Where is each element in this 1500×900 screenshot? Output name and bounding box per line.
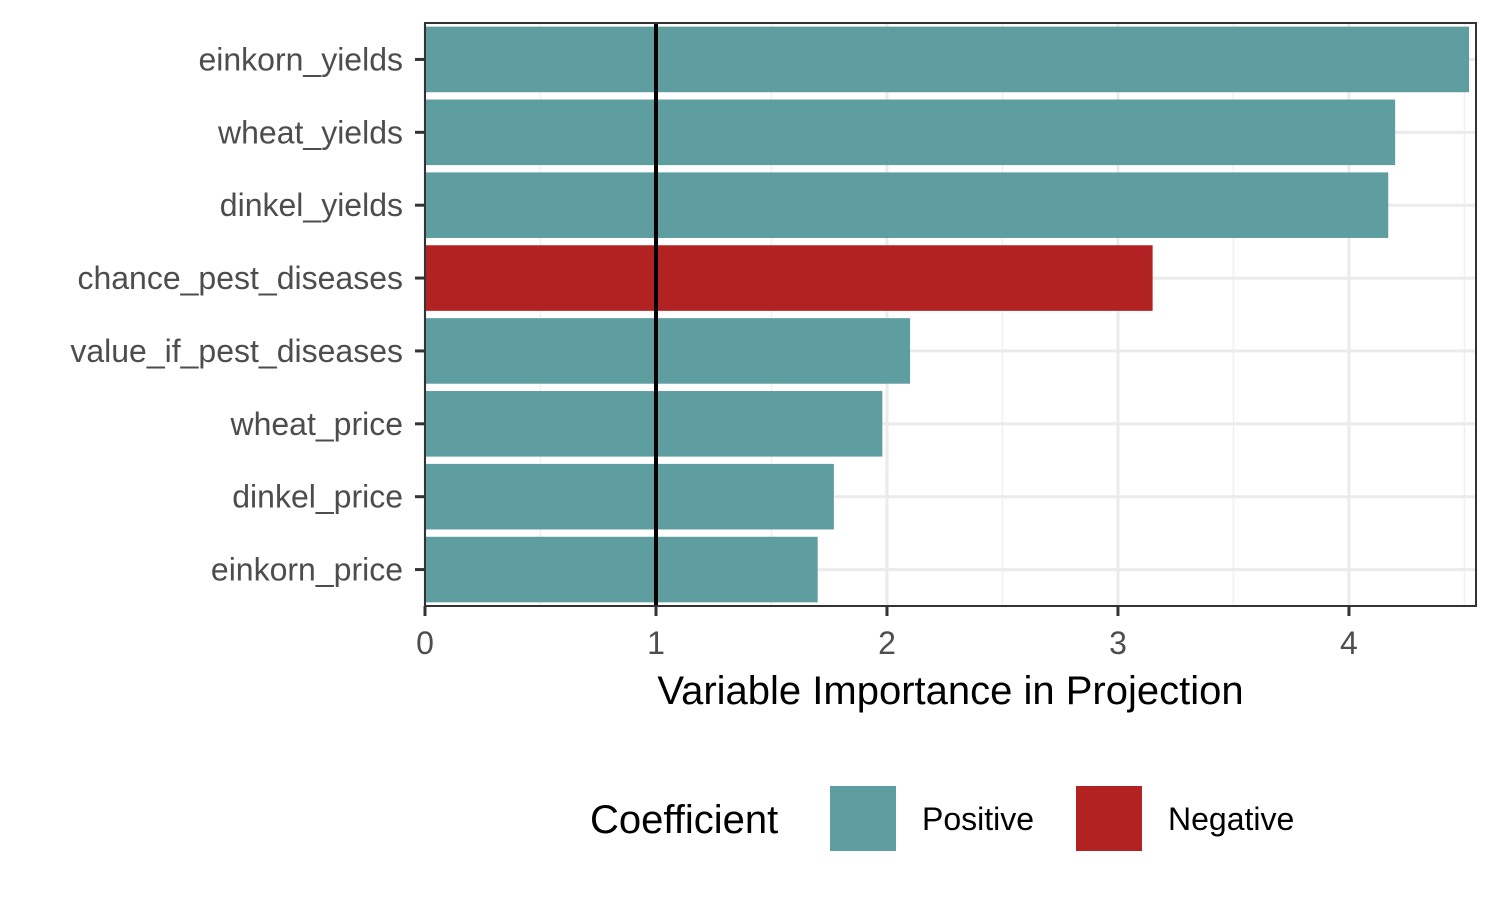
bars [425,26,1470,603]
y-tick-label: wheat_price [229,406,403,442]
legend-label-positive: Positive [922,801,1034,837]
legend-title: Coefficient [590,798,778,842]
legend-key-positive [830,786,896,851]
x-tick-label: 1 [647,625,665,661]
y-tick-label: einkorn_yields [198,41,403,77]
bar-einkorn-price [425,536,818,603]
y-tick-label: dinkel_price [232,479,403,515]
x-tick-label: 2 [878,625,896,661]
legend-key-negative [1076,786,1142,851]
x-tick-label: 3 [1109,625,1127,661]
x-axis: 0 1 2 3 4 [416,606,1358,661]
bar-dinkel-yields [425,172,1389,238]
x-axis-title: Variable Importance in Projection [657,669,1243,713]
bar-wheat-yields [425,99,1396,166]
legend-label-negative: Negative [1168,801,1294,837]
y-tick-label: dinkel_yields [220,187,403,223]
legend: Coefficient Positive Negative [590,786,1294,851]
y-tick-label: value_if_pest_diseases [70,333,403,369]
y-tick-label: wheat_yields [217,114,403,150]
bar-wheat-price [425,391,883,457]
y-tick-label: chance_pest_diseases [77,260,403,296]
bar-value-if-pest-diseases [425,318,911,384]
bar-einkorn-yields [425,26,1470,93]
x-tick-label: 4 [1340,625,1358,661]
bar-chance-pest-diseases [425,245,1153,311]
x-tick-label: 0 [416,625,434,661]
y-tick-label: einkorn_price [211,552,403,588]
bar-dinkel-price [425,463,834,530]
panel-border [424,22,1477,607]
y-axis: einkorn_yields wheat_yields dinkel_yieldsc… [70,41,425,588]
